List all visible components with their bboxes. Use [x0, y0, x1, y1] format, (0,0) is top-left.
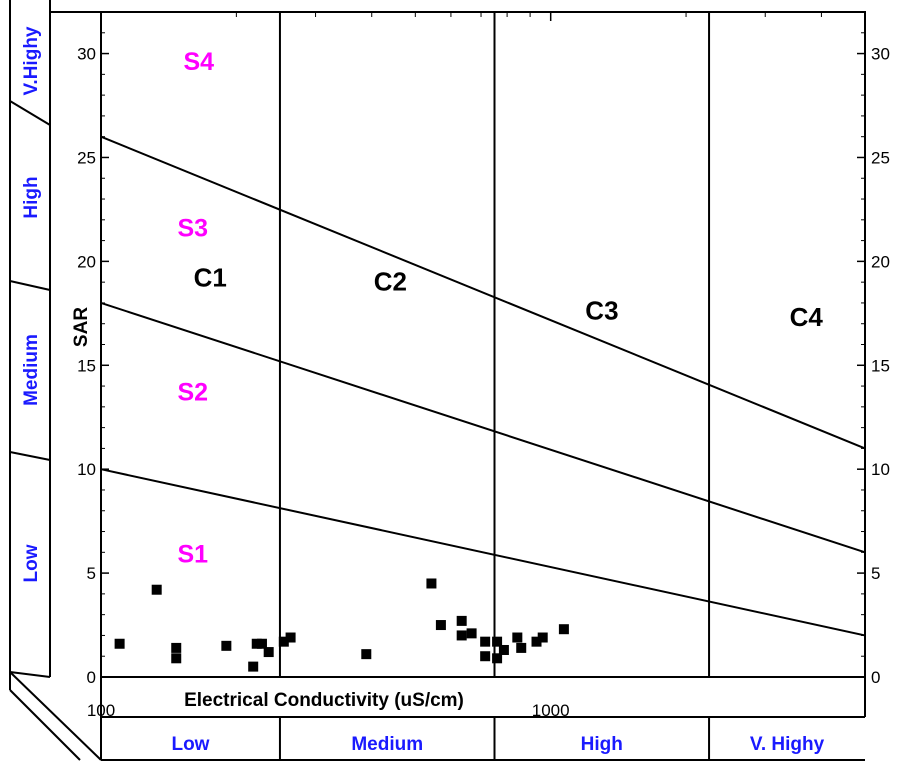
sodium-class-label: S2 [177, 379, 208, 407]
left-band-divider [9, 451, 51, 461]
y-tick-label-right: 20 [871, 252, 890, 271]
sodium-hazard-line [100, 468, 866, 637]
y-tick-label-right: 10 [871, 460, 890, 479]
sodium-class-label: S3 [177, 214, 208, 242]
data-point [285, 632, 296, 643]
data-point [480, 636, 491, 647]
data-point [151, 584, 162, 595]
data-point [278, 636, 289, 647]
data-point [248, 661, 259, 672]
y-tick-label-left: 5 [87, 564, 96, 583]
x-tick-label: 100 [87, 701, 115, 720]
sodium-class-label: S4 [184, 48, 215, 76]
data-point [537, 632, 548, 643]
y-tick-label-right: 5 [871, 564, 880, 583]
data-point [221, 640, 232, 651]
y-tick-label-left: 0 [87, 668, 96, 687]
salinity-class-label: C1 [194, 262, 227, 292]
x-band-label: High [581, 734, 623, 755]
x-axis-title: Electrical Conductivity (uS/cm) [184, 690, 464, 711]
y-band-label: High [21, 176, 42, 218]
x-band-label: Low [171, 734, 209, 755]
data-point [466, 628, 477, 639]
x-tick-label: 1000 [532, 701, 570, 720]
data-point [456, 630, 467, 641]
y-band-label: Medium [21, 334, 42, 406]
y-tick-label-left: 15 [77, 356, 96, 375]
y-tick-label-left: 20 [77, 252, 96, 271]
data-point [498, 644, 509, 655]
data-point [492, 636, 503, 647]
data-point [512, 632, 523, 643]
data-point [435, 620, 446, 631]
data-point [492, 653, 503, 664]
y-tick-label-right: 25 [871, 148, 890, 167]
data-point [558, 624, 569, 635]
data-point [263, 647, 274, 658]
y-band-label: Low [21, 544, 42, 582]
left-band-divider [9, 100, 51, 126]
data-point [256, 638, 267, 649]
y-band-label: V.Highy [21, 26, 42, 95]
data-point [361, 649, 372, 660]
data-point [426, 578, 437, 589]
plot-frame [100, 11, 866, 678]
left-strip-bottom-edge [9, 671, 51, 678]
data-point [516, 642, 527, 653]
x-band-label: Medium [351, 734, 423, 755]
corner-connector-line [9, 671, 102, 761]
sodium-class-label: S1 [177, 541, 208, 569]
data-point [531, 636, 542, 647]
data-point [251, 638, 262, 649]
left-band-divider [9, 280, 51, 291]
sodium-hazard-line [100, 301, 866, 554]
sodium-hazard-line [100, 135, 866, 450]
y-tick-label-right: 30 [871, 45, 890, 64]
salinity-class-label: C4 [790, 302, 824, 332]
y-tick-label-right: 15 [871, 356, 890, 375]
data-point [114, 638, 125, 649]
data-point [171, 642, 182, 653]
y-tick-label-right: 0 [871, 668, 880, 687]
y-tick-label-left: 10 [77, 460, 96, 479]
data-point [480, 651, 491, 662]
y-tick-label-left: 30 [77, 45, 96, 64]
y-tick-label-left: 25 [77, 148, 96, 167]
salinity-class-label: C3 [585, 296, 618, 326]
y-axis-title: SAR [71, 307, 92, 347]
data-point [171, 653, 182, 664]
salinity-class-label: C2 [374, 266, 407, 296]
x-band-label: V. Highy [750, 734, 825, 755]
corner-connector-line [9, 689, 81, 761]
data-point [456, 615, 467, 626]
